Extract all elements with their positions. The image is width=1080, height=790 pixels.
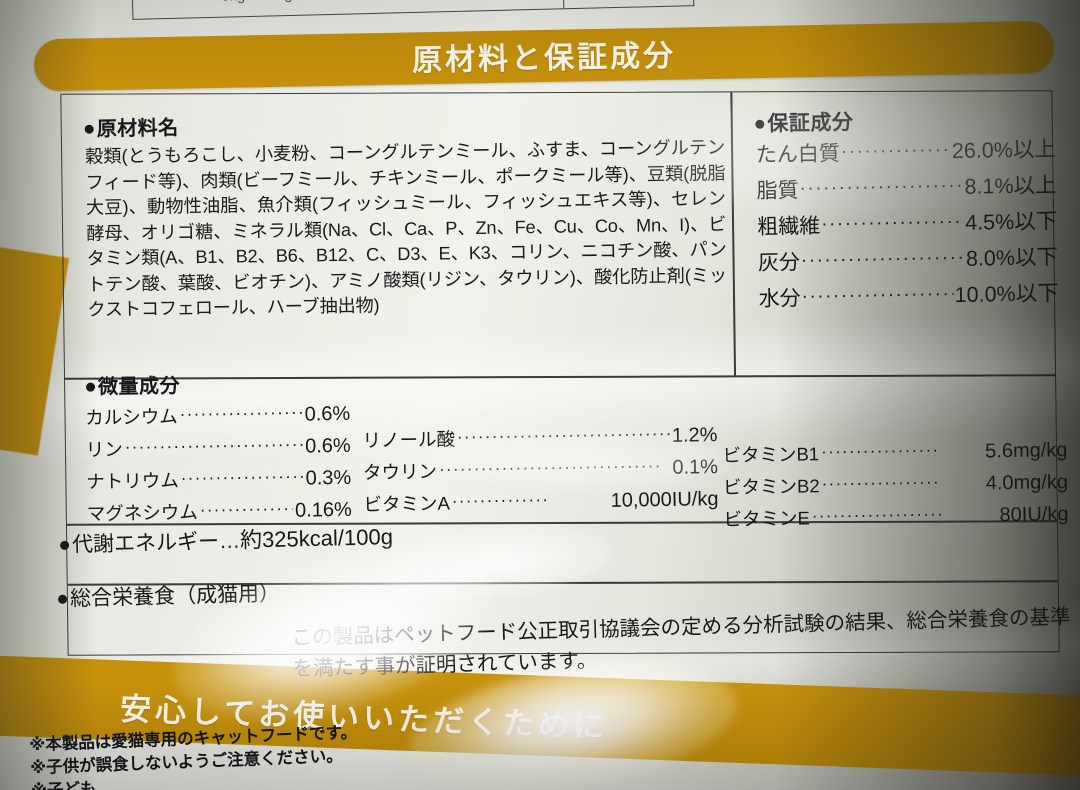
leader-dots: ································ (456, 423, 671, 447)
nutrient-value: 10,000IU/kg (610, 488, 719, 512)
nutrient-value: 1.2% (671, 424, 718, 447)
guaranteed-analysis-section: 保証成分 たん白質 ······························… (755, 102, 1059, 318)
table-row: 灰分 ·····································… (758, 240, 1059, 282)
nutrient-label: リン (85, 438, 123, 461)
trace-nutrients-column-2: リノール酸 ································ 1… (362, 419, 719, 521)
nutrient-label: 脂質 (756, 179, 799, 203)
nutrient-value: 5.6mg/kg (985, 439, 1068, 463)
guaranteed-analysis-heading-label: 保証成分 (767, 111, 854, 136)
table-row: リン ································ 0.6% (85, 430, 351, 466)
leader-dots: ··················· (811, 504, 945, 526)
leader-dots: ········································… (799, 171, 964, 200)
trace-nutrients-heading-label: 微量成分 (97, 375, 181, 399)
nutrient-value: 10.0%以下 (954, 281, 1059, 308)
nutrient-value: 4.0mg/kg (985, 471, 1069, 495)
leader-dots: ········································… (800, 243, 966, 272)
nutrient-label: 灰分 (757, 251, 801, 275)
leader-dots: ········································… (840, 134, 952, 163)
nutrient-label: タウリン (362, 460, 438, 483)
leader-dots: ································ (180, 464, 304, 488)
leader-dots: ········································… (821, 206, 965, 235)
bullet-icon (84, 124, 94, 134)
table-row: ビタミンE ··················· 80IU/kg (723, 498, 1068, 536)
nutrient-label: 粗繊維 (757, 214, 821, 239)
bullet-icon (59, 540, 70, 550)
frame-horizontal-divider-1 (65, 374, 1056, 380)
table-row: たん白質 ···································… (756, 132, 1057, 174)
nutrient-value: 0.6% (304, 402, 351, 426)
nutrient-label: ビタミンE (723, 507, 811, 530)
nutrient-value: 0.3% (305, 466, 352, 490)
leader-dots: ················· (821, 472, 941, 494)
nutrient-label: ビタミンB2 (722, 475, 820, 498)
bullet-icon (85, 382, 96, 392)
feeding-weight-range: 6kg ～ 7kg (221, 0, 293, 6)
table-cell-separator (562, 0, 565, 9)
ingredients-body: 穀類(とうもろこし、小麦粉、コーングルテンミール、ふすま、コーングルテンフィード… (84, 137, 728, 320)
nutrient-value: 80IU/kg (999, 503, 1069, 527)
complete-food-label: 総合栄養食（成猫用） (69, 582, 281, 611)
nutrient-label: 水分 (758, 287, 801, 311)
nutrient-label: たん白質 (755, 142, 841, 167)
nutrient-value: 0.6% (304, 434, 351, 458)
leader-dots: ································ (199, 496, 294, 520)
metabolic-energy-label: 代謝エネルギー (71, 530, 220, 557)
nutrient-value: 26.0%以上 (951, 137, 1057, 164)
table-row: 脂質 ·····································… (756, 168, 1057, 210)
nutrient-value: 4.5%以下 (965, 209, 1058, 235)
leader-dots: ·············· (451, 489, 550, 511)
trace-nutrients-heading: 微量成分 (85, 369, 181, 399)
nutrient-value: 8.0%以下 (965, 245, 1059, 271)
trace-nutrients-column-1: カルシウム ································ 0… (85, 398, 352, 530)
ingredients-section: 原材料名 穀類(とうもろこし、小麦粉、コーングルテンミール、ふすま、コーングルテ… (84, 103, 727, 323)
nutrient-label: カルシウム (85, 405, 178, 429)
bullet-icon (755, 119, 765, 129)
leader-dots: ················· (820, 440, 940, 462)
leader-dots: ································ (179, 400, 303, 424)
nutrient-value: 8.1%以上 (964, 173, 1057, 199)
ingredients-heading-label: 原材料名 (96, 117, 179, 141)
leader-dots: ································ (124, 433, 304, 457)
table-row: 水分 ·····································… (758, 276, 1059, 318)
nutrient-label: リノール酸 (362, 428, 456, 451)
table-row: 粗繊維 ····································… (757, 204, 1058, 246)
nutrient-label: ビタミンA (363, 492, 451, 515)
leader-dots: ································ (438, 455, 662, 479)
frame-vertical-divider (730, 92, 736, 376)
metabolic-energy-leader: … (218, 529, 241, 554)
nutrient-value: 0.1% (672, 456, 719, 479)
table-row: カルシウム ································ 0… (85, 398, 350, 434)
table-row: ナトリウム ································ 0… (86, 462, 351, 498)
nutrient-label: ナトリウム (86, 469, 179, 493)
complete-food-row: 総合栄養食（成猫用） (57, 577, 281, 613)
leader-dots: ········································… (801, 279, 954, 308)
bullet-icon (57, 594, 68, 604)
nutrient-label: ビタミンB1 (722, 443, 820, 466)
metabolic-energy-value: 約325kcal/100g (239, 524, 394, 553)
table-row: ビタミンA ·············· 10,000IU/kg (363, 483, 718, 521)
trace-nutrients-column-3: ビタミンB1 ················· 5.6mg/kg ビタミンB2… (722, 434, 1069, 536)
